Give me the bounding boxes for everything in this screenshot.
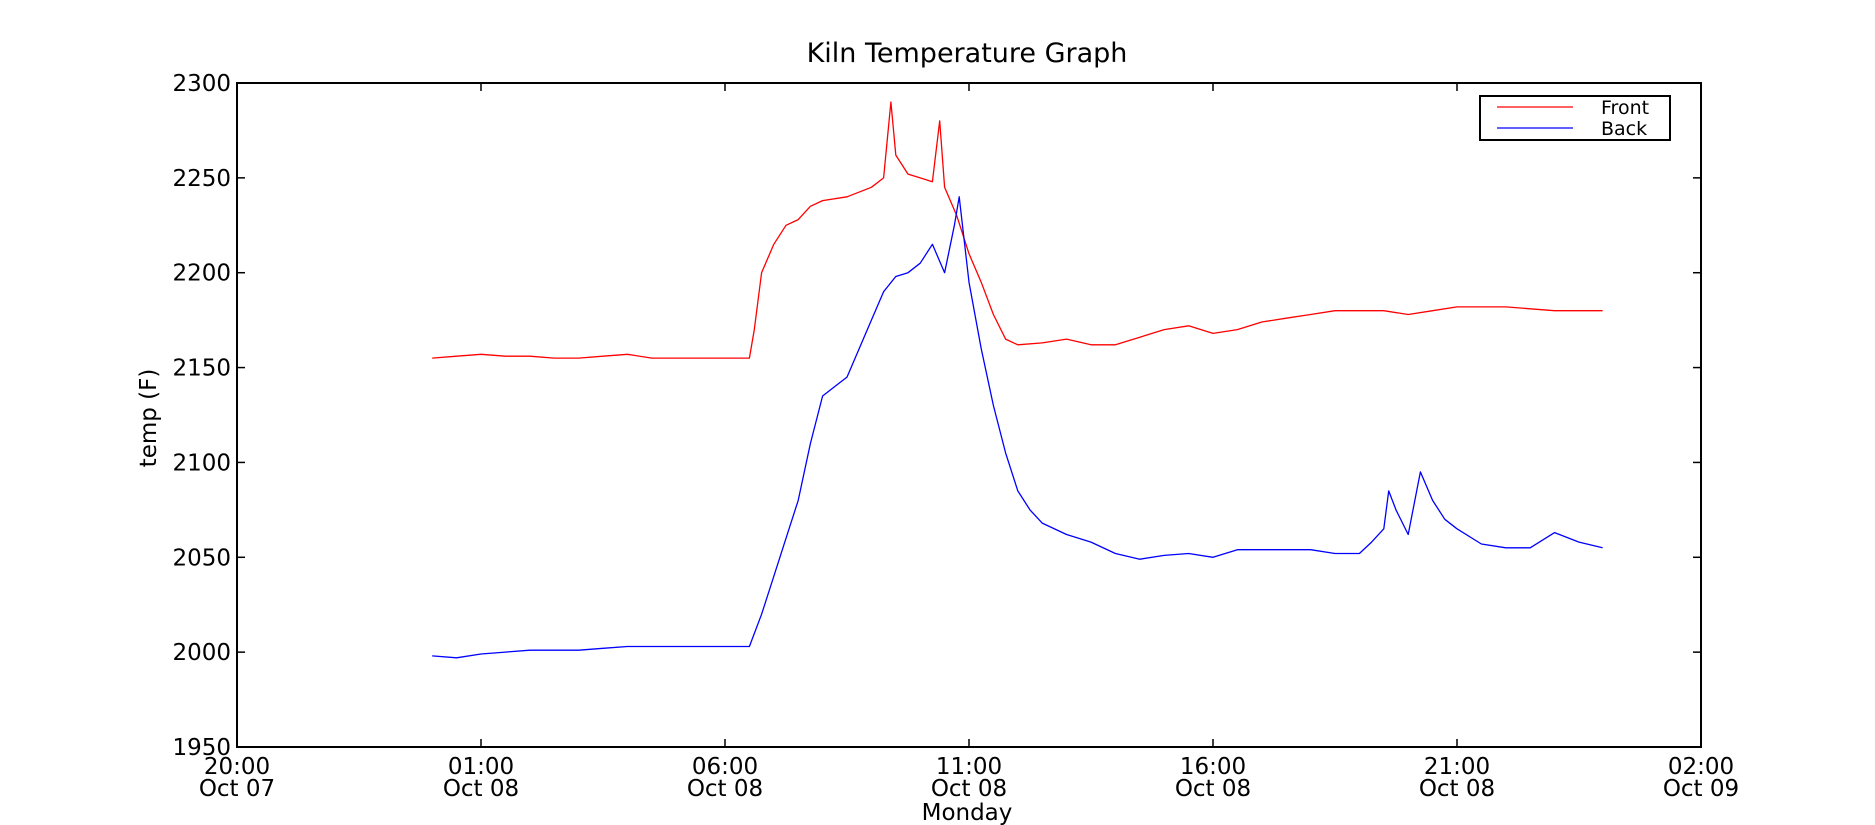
chart-title: Kiln Temperature Graph	[807, 38, 1128, 69]
x-tick-label: 11:00	[936, 754, 1002, 780]
x-tick-label: 16:00	[1180, 754, 1246, 780]
y-tick-label: 1950	[172, 735, 231, 761]
y-tick-label: 2000	[172, 640, 231, 666]
y-tick-label: 2050	[172, 545, 231, 571]
y-tick-label: 2300	[172, 71, 231, 97]
y-tick-label: 2150	[172, 356, 231, 382]
x-tick-label: Oct 08	[687, 776, 763, 802]
plot-frame	[236, 82, 1702, 748]
x-tick-label: 20:00	[204, 754, 270, 780]
x-tick-label: Oct 07	[199, 776, 275, 802]
legend-box	[1479, 95, 1671, 141]
y-tick-label: 2200	[172, 261, 231, 287]
x-axis-label: Monday	[922, 800, 1013, 825]
x-tick-label: 21:00	[1424, 754, 1490, 780]
x-tick-label: 02:00	[1668, 754, 1734, 780]
x-tick-label: Oct 08	[1419, 776, 1495, 802]
x-tick-label: Oct 08	[443, 776, 519, 802]
series-line-back	[432, 196, 1603, 659]
y-tick-label: 2100	[172, 450, 231, 476]
legend-label-front: Front	[1601, 97, 1649, 119]
axis-ticks: 1950200020502100215022002250230020:00Oct…	[172, 71, 1739, 802]
y-axis-label: temp (F)	[136, 369, 162, 468]
legend-label-back: Back	[1601, 118, 1647, 140]
x-tick-label: Oct 08	[931, 776, 1007, 802]
x-tick-label: 01:00	[448, 754, 514, 780]
series-line-front	[432, 101, 1603, 359]
legend: Front Back	[1479, 95, 1671, 141]
x-tick-label: 06:00	[692, 754, 758, 780]
y-tick-label: 2250	[172, 166, 231, 192]
x-tick-label: Oct 09	[1663, 776, 1739, 802]
plot-area	[432, 101, 1603, 659]
x-tick-label: Oct 08	[1175, 776, 1251, 802]
